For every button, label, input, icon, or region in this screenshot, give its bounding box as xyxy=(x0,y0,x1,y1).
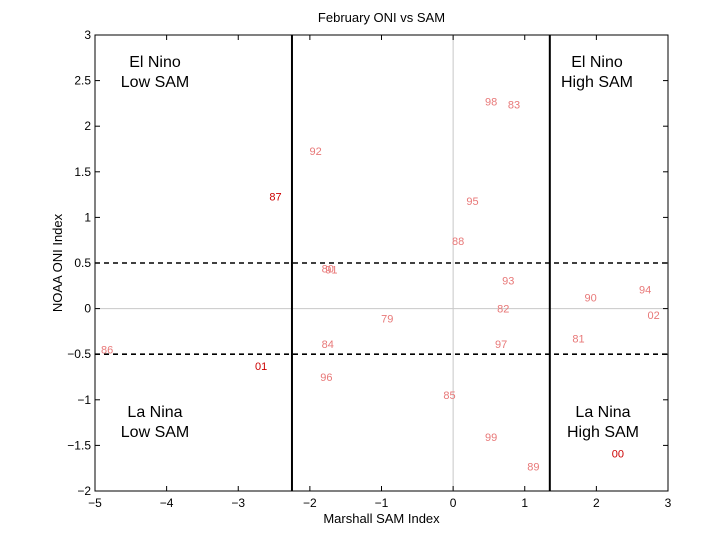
y-axis-label: NOAA ONI Index xyxy=(50,213,65,312)
data-point-95: 95 xyxy=(466,196,478,208)
data-point-96: 96 xyxy=(320,372,332,384)
y-tick-label: 2 xyxy=(84,119,91,133)
data-point-99: 99 xyxy=(485,432,497,444)
data-point-79: 79 xyxy=(381,314,393,326)
quadrant-label-bottom-left: La Nina xyxy=(127,404,182,421)
data-point-80: 80 xyxy=(322,263,334,275)
y-tick-label: −2 xyxy=(77,484,91,498)
x-tick-label: 1 xyxy=(521,496,528,510)
data-point-94: 94 xyxy=(639,284,651,296)
data-point-97: 97 xyxy=(495,339,507,351)
quadrant-label-top-right: El Nino xyxy=(571,54,623,71)
data-point-88: 88 xyxy=(452,236,464,248)
y-tick-label: 0.5 xyxy=(74,256,91,270)
data-point-91: 91 xyxy=(325,264,337,276)
quadrant-sublabel-bottom-left: Low SAM xyxy=(121,424,189,441)
data-point-98: 98 xyxy=(485,97,497,109)
data-point-00: 00 xyxy=(612,449,624,461)
x-tick-label: −4 xyxy=(160,496,174,510)
data-point-93: 93 xyxy=(502,275,514,287)
axis-ticks: −5 −4 −3 −2 −1 0 1 2 3−2−1.5−1−0.500.511.522.53 xyxy=(67,28,671,510)
threshold-lines xyxy=(95,35,668,491)
data-point-83: 83 xyxy=(508,99,520,111)
y-tick-label: −0.5 xyxy=(67,347,91,361)
data-point-90: 90 xyxy=(585,293,597,305)
x-tick-label: 3 xyxy=(665,496,672,510)
data-point-92: 92 xyxy=(309,146,321,158)
quadrant-sublabel-top-right: High SAM xyxy=(561,74,633,91)
quadrant-label-top-left: El Nino xyxy=(129,54,181,71)
data-point-84: 84 xyxy=(322,339,334,351)
data-point-02: 02 xyxy=(648,310,660,322)
x-tick-label: −3 xyxy=(231,496,245,510)
x-tick-label: 0 xyxy=(450,496,457,510)
y-tick-label: 1 xyxy=(84,210,91,224)
x-tick-label: 2 xyxy=(593,496,600,510)
x-tick-label: −5 xyxy=(88,496,102,510)
y-tick-label: −1 xyxy=(77,393,91,407)
x-tick-label: −1 xyxy=(375,496,389,510)
quadrant-labels: El Nino Low SAM El Nino High SAM La Nina Low … xyxy=(121,54,639,441)
quadrant-sublabel-bottom-right: High SAM xyxy=(567,424,639,441)
quadrant-label-bottom-right: La Nina xyxy=(575,404,630,421)
data-point-89: 89 xyxy=(527,461,539,473)
x-tick-label: −2 xyxy=(303,496,317,510)
zero-reference-lines xyxy=(95,35,668,491)
data-point-82: 82 xyxy=(497,304,509,316)
data-point-81: 81 xyxy=(572,334,584,346)
y-tick-label: 0 xyxy=(84,302,91,316)
chart-title: February ONI vs SAM xyxy=(318,10,445,25)
data-point-01: 01 xyxy=(255,361,267,373)
y-tick-label: 3 xyxy=(84,28,91,42)
data-point-86: 86 xyxy=(101,345,113,357)
y-tick-label: −1.5 xyxy=(67,438,91,452)
x-axis-label: Marshall SAM Index xyxy=(323,511,440,526)
y-tick-label: 2.5 xyxy=(74,74,91,88)
data-point-85: 85 xyxy=(443,390,455,402)
y-tick-label: 1.5 xyxy=(74,165,91,179)
data-point-87: 87 xyxy=(269,191,281,203)
quadrant-sublabel-top-left: Low SAM xyxy=(121,74,189,91)
